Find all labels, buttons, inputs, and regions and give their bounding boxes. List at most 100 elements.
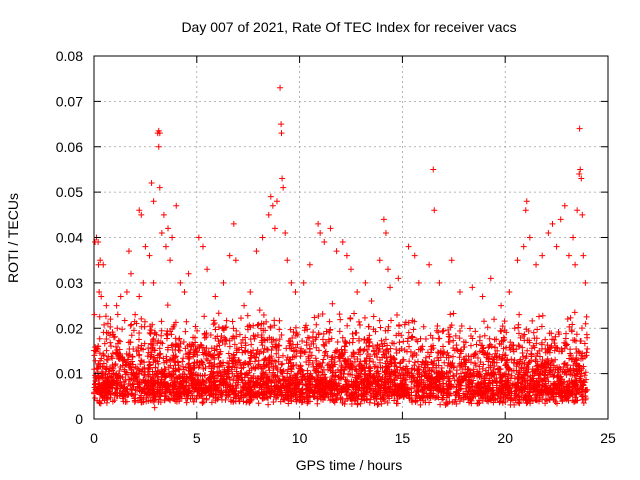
- data-point: [576, 389, 583, 396]
- data-point: [583, 331, 590, 338]
- data-point: [550, 368, 557, 375]
- data-point: [440, 388, 447, 395]
- data-point: [240, 391, 247, 398]
- y-tick-label: 0.05: [56, 184, 83, 200]
- data-point: [212, 397, 219, 404]
- data-point: [164, 331, 171, 338]
- data-point: [467, 387, 474, 394]
- data-point: [278, 392, 285, 399]
- data-point: [139, 368, 146, 375]
- data-point: [361, 371, 368, 378]
- data-point: [128, 321, 135, 328]
- data-point: [103, 347, 110, 354]
- data-point: [537, 381, 544, 388]
- data-point: [580, 382, 587, 389]
- data-point: [347, 360, 354, 367]
- data-point: [577, 373, 584, 380]
- data-point: [435, 376, 442, 383]
- data-point: [317, 388, 324, 395]
- data-point: [278, 383, 285, 390]
- data-point: [574, 207, 581, 214]
- data-point: [139, 365, 146, 372]
- data-point: [103, 399, 110, 406]
- data-point: [414, 382, 421, 389]
- data-point: [174, 375, 181, 382]
- data-point: [417, 401, 424, 408]
- data-point: [245, 382, 252, 389]
- data-point: [222, 380, 229, 387]
- data-point: [397, 392, 404, 399]
- data-point: [136, 207, 143, 214]
- data-point: [195, 385, 202, 392]
- data-point: [150, 279, 157, 286]
- data-point: [180, 363, 187, 370]
- data-point: [239, 336, 246, 343]
- data-point: [556, 348, 563, 355]
- data-point: [253, 248, 260, 255]
- data-point: [358, 367, 365, 374]
- data-point: [195, 371, 202, 378]
- data-point: [358, 380, 365, 387]
- data-point: [156, 184, 163, 191]
- data-point: [522, 355, 529, 362]
- data-point: [447, 369, 454, 376]
- data-point: [247, 324, 254, 331]
- data-point: [252, 358, 259, 365]
- data-point: [304, 334, 311, 341]
- data-point: [399, 358, 406, 365]
- data-point: [561, 388, 568, 395]
- data-point: [237, 315, 244, 322]
- data-point: [528, 351, 535, 358]
- data-point: [246, 367, 253, 374]
- data-point: [208, 345, 215, 352]
- data-point: [113, 302, 120, 309]
- data-point: [534, 358, 541, 365]
- data-point: [471, 360, 478, 367]
- data-point: [279, 175, 286, 182]
- data-point: [304, 400, 311, 407]
- data-point: [264, 346, 271, 353]
- data-point: [446, 334, 453, 341]
- data-point: [396, 370, 403, 377]
- data-point: [313, 344, 320, 351]
- data-point: [379, 374, 386, 381]
- data-point: [508, 356, 515, 363]
- data-point: [131, 318, 138, 325]
- data-point: [314, 395, 321, 402]
- data-point: [271, 385, 278, 392]
- data-point: [113, 375, 120, 382]
- data-point: [276, 326, 283, 333]
- data-point: [230, 377, 237, 384]
- data-point: [309, 382, 316, 389]
- data-point: [497, 378, 504, 385]
- data-point: [235, 357, 242, 364]
- data-point: [406, 358, 413, 365]
- data-point: [117, 293, 124, 300]
- data-point: [164, 302, 171, 309]
- data-point: [351, 398, 358, 405]
- data-point: [567, 352, 574, 359]
- data-point: [107, 316, 114, 323]
- data-point: [433, 327, 440, 334]
- data-point: [307, 381, 314, 388]
- data-point: [226, 252, 233, 259]
- data-point: [376, 387, 383, 394]
- data-point: [118, 382, 125, 389]
- data-point: [233, 368, 240, 375]
- data-point: [569, 372, 576, 379]
- y-tick-label: 0.06: [56, 139, 83, 155]
- data-point: [458, 379, 465, 386]
- data-point: [164, 395, 171, 402]
- data-point: [286, 342, 293, 349]
- data-point: [526, 234, 533, 241]
- data-point: [306, 357, 313, 364]
- data-point: [110, 331, 117, 338]
- data-point: [324, 352, 331, 359]
- data-point: [239, 349, 246, 356]
- data-point: [516, 397, 523, 404]
- data-point: [278, 361, 285, 368]
- data-point: [142, 243, 149, 250]
- data-point: [291, 353, 298, 360]
- data-point: [252, 333, 259, 340]
- data-point: [150, 359, 157, 366]
